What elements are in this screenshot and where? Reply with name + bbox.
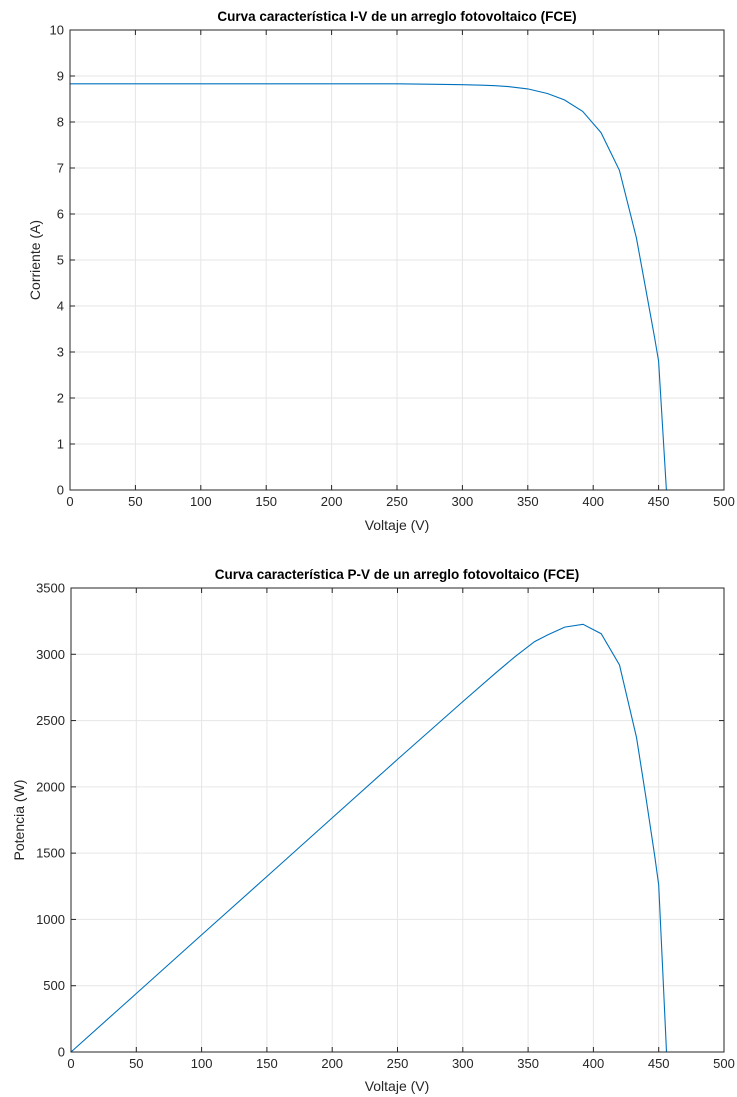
iv-series-line [70,83,667,491]
iv-y-tick-label: 7 [57,161,64,176]
iv-x-tick-label: 150 [255,494,277,509]
pv-y-tick-label: 3500 [36,581,65,596]
iv-chart: Curva característica I-V de un arreglo f… [27,9,735,533]
iv-chart-title: Curva característica I-V de un arreglo f… [217,9,576,24]
iv-y-tick-label: 2 [57,391,64,406]
iv-x-tick-label: 350 [517,494,539,509]
iv-y-axis-label: Corriente (A) [27,220,43,300]
pv-y-tick-label: 500 [43,978,65,993]
iv-y-tick-label: 6 [57,207,64,222]
pv-x-tick-label: 350 [517,1056,539,1071]
pv-chart: Curva característica P-V de un arreglo f… [11,567,735,1094]
pv-x-tick-label: 450 [648,1056,670,1071]
iv-y-tick-label: 5 [57,253,64,268]
pv-x-tick-label: 400 [583,1056,605,1071]
pv-x-tick-label: 50 [129,1056,143,1071]
iv-y-tick-label: 8 [57,115,64,130]
iv-x-axis-label: Voltaje (V) [365,517,430,533]
iv-x-tick-label: 400 [582,494,604,509]
pv-x-tick-label: 150 [256,1056,278,1071]
pv-x-tick-label: 300 [452,1056,474,1071]
iv-y-tick-label: 4 [57,299,64,314]
iv-x-tick-label: 100 [190,494,212,509]
pv-y-tick-label: 2000 [36,779,65,794]
pv-x-tick-label: 200 [321,1056,343,1071]
iv-y-tick-label: 9 [57,69,64,84]
pv-x-tick-label: 0 [67,1056,74,1071]
pv-y-tick-label: 0 [58,1045,65,1060]
iv-x-tick-label: 200 [321,494,343,509]
pv-chart-title: Curva característica P-V de un arreglo f… [215,567,580,582]
iv-x-tick-label: 500 [713,494,735,509]
pv-x-tick-label: 500 [713,1056,735,1071]
pv-y-tick-label: 3000 [36,647,65,662]
pv-series-line [70,623,668,1053]
iv-y-tick-label: 0 [57,483,64,498]
pv-y-tick-label: 1000 [36,912,65,927]
iv-y-tick-label: 10 [50,23,64,38]
iv-x-tick-label: 300 [452,494,474,509]
pv-x-tick-label: 250 [387,1056,409,1071]
iv-x-tick-label: 0 [66,494,73,509]
pv-x-axis-label: Voltaje (V) [365,1078,430,1094]
pv-y-axis-label: Potencia (W) [11,780,27,861]
pv-y-tick-label: 1500 [36,846,65,861]
pv-x-tick-label: 100 [191,1056,213,1071]
iv-y-tick-label: 3 [57,345,64,360]
iv-x-tick-label: 50 [128,494,142,509]
pv-y-tick-label: 2500 [36,713,65,728]
iv-x-tick-label: 450 [648,494,670,509]
iv-x-tick-label: 250 [386,494,408,509]
iv-y-tick-label: 1 [57,437,64,452]
